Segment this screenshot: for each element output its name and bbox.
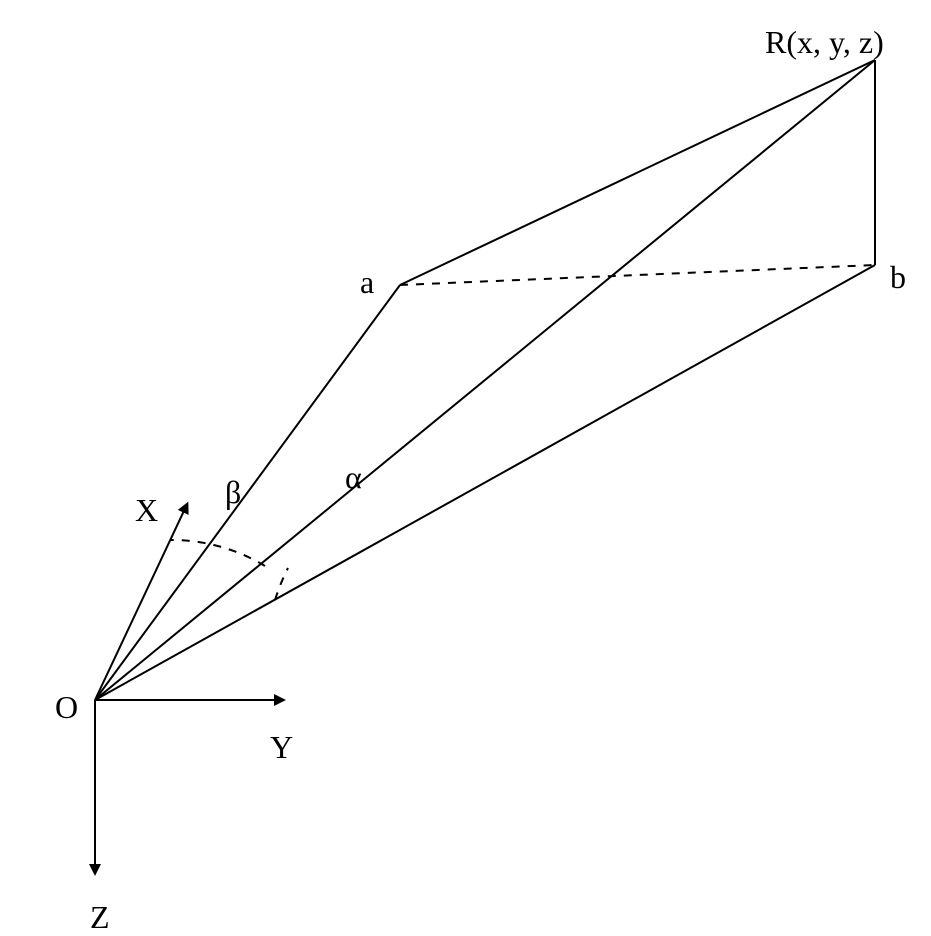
label-Y_axis_end: Y bbox=[270, 729, 293, 766]
line-O-R bbox=[95, 60, 875, 700]
angle-label-beta: β bbox=[225, 474, 241, 511]
label-b: b bbox=[890, 259, 906, 296]
label-O: O bbox=[55, 689, 78, 726]
angle-label-alpha: α bbox=[345, 459, 362, 496]
angle-arc-beta bbox=[170, 540, 265, 566]
label-R: R(x, y, z) bbox=[765, 24, 884, 61]
line-O-b bbox=[95, 265, 875, 700]
solid-lines bbox=[95, 60, 875, 866]
label-Z_axis_end: Z bbox=[90, 899, 110, 936]
label-X_axis_end: X bbox=[135, 492, 158, 529]
line-a-R bbox=[400, 60, 875, 285]
line-a-b bbox=[400, 265, 875, 285]
dashed-lines bbox=[400, 265, 875, 285]
coordinate-diagram bbox=[0, 0, 931, 922]
label-a: a bbox=[360, 264, 374, 301]
